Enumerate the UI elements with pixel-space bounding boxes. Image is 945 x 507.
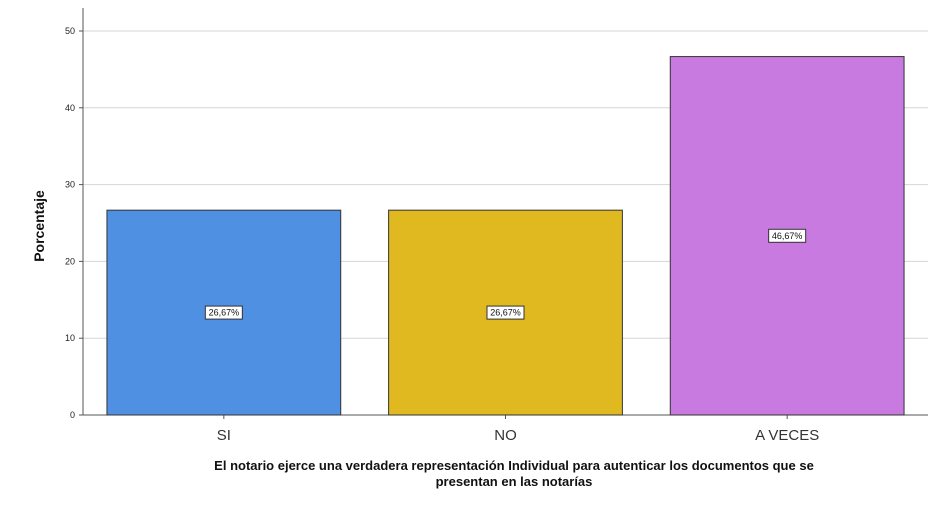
data-label: 26,67% <box>209 308 240 318</box>
x-tick-label: NO <box>494 427 517 444</box>
y-tick-label: 30 <box>65 180 75 190</box>
x-tick-label: SI <box>217 427 231 444</box>
data-label-box <box>204 305 243 320</box>
y-tick-label: 40 <box>65 103 75 113</box>
x-tick-label: A VECES <box>755 427 819 444</box>
data-label: 26,67% <box>490 308 521 318</box>
x-axis-label-line-2: presentan en las notarías <box>436 474 593 489</box>
y-axis-label: Porcentaje <box>31 190 47 262</box>
data-label-box <box>486 305 525 320</box>
data-label-box <box>768 228 807 243</box>
data-label: 46,67% <box>772 231 803 241</box>
y-tick-label: 50 <box>65 26 75 36</box>
y-tick-label: 20 <box>65 256 75 266</box>
y-tick-label: 0 <box>70 410 75 420</box>
x-axis-label-line-1: El notario ejerce una verdadera represen… <box>214 458 814 473</box>
labels: 0 10 20 30 40 50 26,67% SI 26,67% NO 46,67% A VECES <box>65 26 819 444</box>
y-tick-label: 10 <box>65 333 75 343</box>
